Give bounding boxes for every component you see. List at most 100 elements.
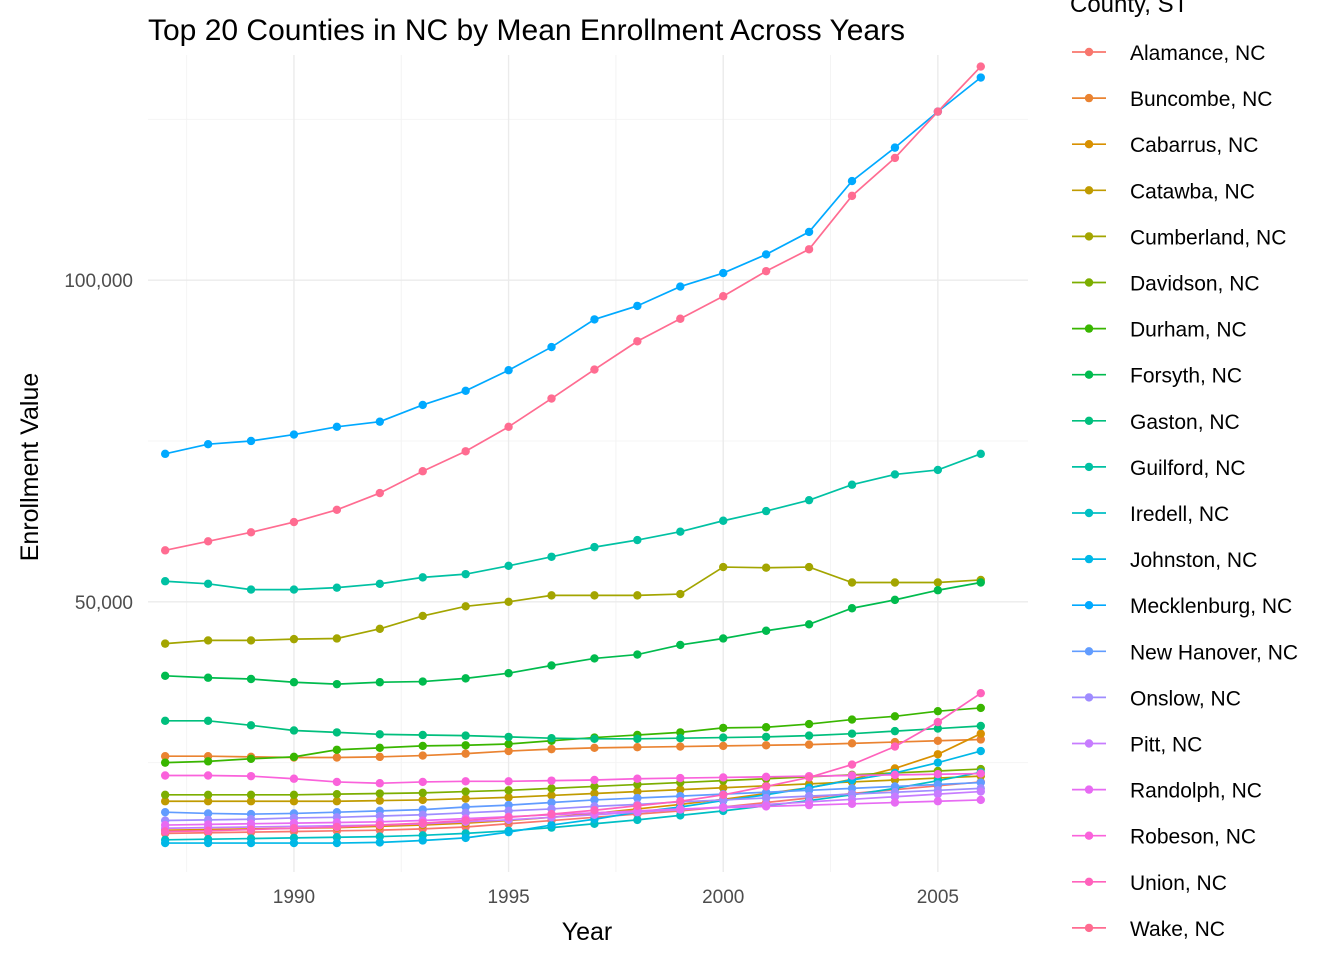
- data-point: [547, 552, 556, 561]
- data-point: [933, 736, 943, 745]
- data-point: [246, 528, 256, 537]
- data-point: [933, 107, 943, 116]
- legend-item: Wake, NC: [1072, 918, 1225, 941]
- data-point: [761, 788, 771, 797]
- data-point: [418, 573, 427, 582]
- data-point: [375, 811, 385, 821]
- data-point: [289, 678, 299, 687]
- legend-key-point: [1084, 324, 1094, 333]
- legend-label: Cabarrus, NC: [1130, 134, 1258, 157]
- data-point: [633, 787, 642, 796]
- data-point: [246, 585, 256, 594]
- data-point: [590, 743, 599, 753]
- legend-label: Alamance, NC: [1130, 42, 1265, 65]
- series-line: [165, 781, 981, 815]
- data-point: [332, 745, 342, 754]
- data-point: [933, 789, 943, 799]
- data-point: [504, 827, 513, 837]
- data-point: [633, 591, 642, 600]
- data-point: [289, 585, 299, 594]
- data-point: [804, 495, 814, 505]
- legend-key-point: [1084, 186, 1094, 195]
- data-point: [246, 838, 256, 848]
- data-point: [761, 732, 771, 742]
- data-point: [761, 563, 771, 572]
- data-point: [761, 793, 771, 803]
- data-point: [461, 674, 470, 683]
- data-point: [461, 816, 470, 825]
- data-point: [418, 611, 427, 621]
- data-point: [676, 797, 685, 806]
- data-point: [719, 790, 728, 800]
- legend-label: Gaston, NC: [1130, 411, 1240, 434]
- series-line: [165, 772, 981, 785]
- data-point: [804, 731, 814, 740]
- data-point: [976, 778, 985, 787]
- legend-label: Buncombe, NC: [1130, 88, 1272, 111]
- data-point: [375, 789, 385, 798]
- data-point: [246, 790, 256, 800]
- legend-item: Durham, NC: [1072, 319, 1247, 342]
- data-point: [847, 191, 857, 201]
- data-point: [289, 838, 299, 848]
- data-point: [976, 729, 985, 738]
- legend-key-point: [1084, 370, 1094, 379]
- data-point: [203, 673, 213, 682]
- data-point: [676, 728, 685, 737]
- data-point: [933, 758, 943, 767]
- data-point: [461, 569, 470, 579]
- data-point: [719, 562, 728, 572]
- legend-key-point: [1084, 508, 1094, 518]
- data-point: [203, 820, 213, 829]
- data-point: [547, 776, 556, 785]
- legend-key-point: [1084, 877, 1094, 886]
- data-point: [332, 777, 342, 787]
- data-point: [160, 771, 170, 780]
- data-point: [289, 430, 299, 439]
- legend-key-point: [1084, 462, 1094, 472]
- legend-item: Davidson, NC: [1072, 273, 1260, 296]
- series-line: [165, 790, 981, 830]
- data-point: [203, 826, 213, 836]
- data-point: [375, 796, 385, 805]
- data-point: [461, 808, 470, 818]
- y-tick-label: 50,000: [75, 593, 133, 614]
- legend-key-point: [1084, 739, 1094, 748]
- data-point: [633, 815, 642, 825]
- data-point: [890, 712, 900, 721]
- data-point: [590, 806, 599, 815]
- data-point: [676, 640, 685, 650]
- data-point: [375, 838, 385, 847]
- data-point: [461, 447, 470, 456]
- data-point: [160, 820, 170, 830]
- data-point: [590, 795, 599, 805]
- x-tick-label: 2000: [702, 887, 744, 908]
- data-point: [847, 799, 857, 809]
- data-point: [246, 819, 256, 828]
- data-point: [289, 726, 299, 735]
- data-point: [547, 733, 556, 743]
- series-wake-nc: [160, 62, 985, 555]
- data-point: [461, 777, 470, 786]
- data-point: [590, 315, 599, 324]
- data-point: [246, 636, 256, 645]
- axis-ticks: 1990 1995 2000 2005 50,000 100,000: [64, 271, 959, 908]
- data-point: [976, 721, 985, 731]
- data-point: [332, 753, 342, 762]
- data-point: [246, 436, 256, 446]
- series-line: [165, 738, 981, 759]
- series-line: [165, 775, 981, 803]
- data-point: [590, 782, 599, 791]
- data-point: [676, 733, 685, 743]
- data-point: [504, 422, 513, 432]
- series-cumberland-nc: [160, 562, 985, 648]
- data-point: [160, 752, 170, 761]
- data-point: [847, 715, 857, 724]
- data-point: [203, 838, 213, 848]
- legend-label: Davidson, NC: [1130, 273, 1260, 296]
- data-point: [761, 506, 771, 516]
- data-point: [246, 721, 256, 730]
- series-catawba-nc: [160, 771, 985, 806]
- data-point: [976, 703, 985, 713]
- data-point: [547, 661, 556, 670]
